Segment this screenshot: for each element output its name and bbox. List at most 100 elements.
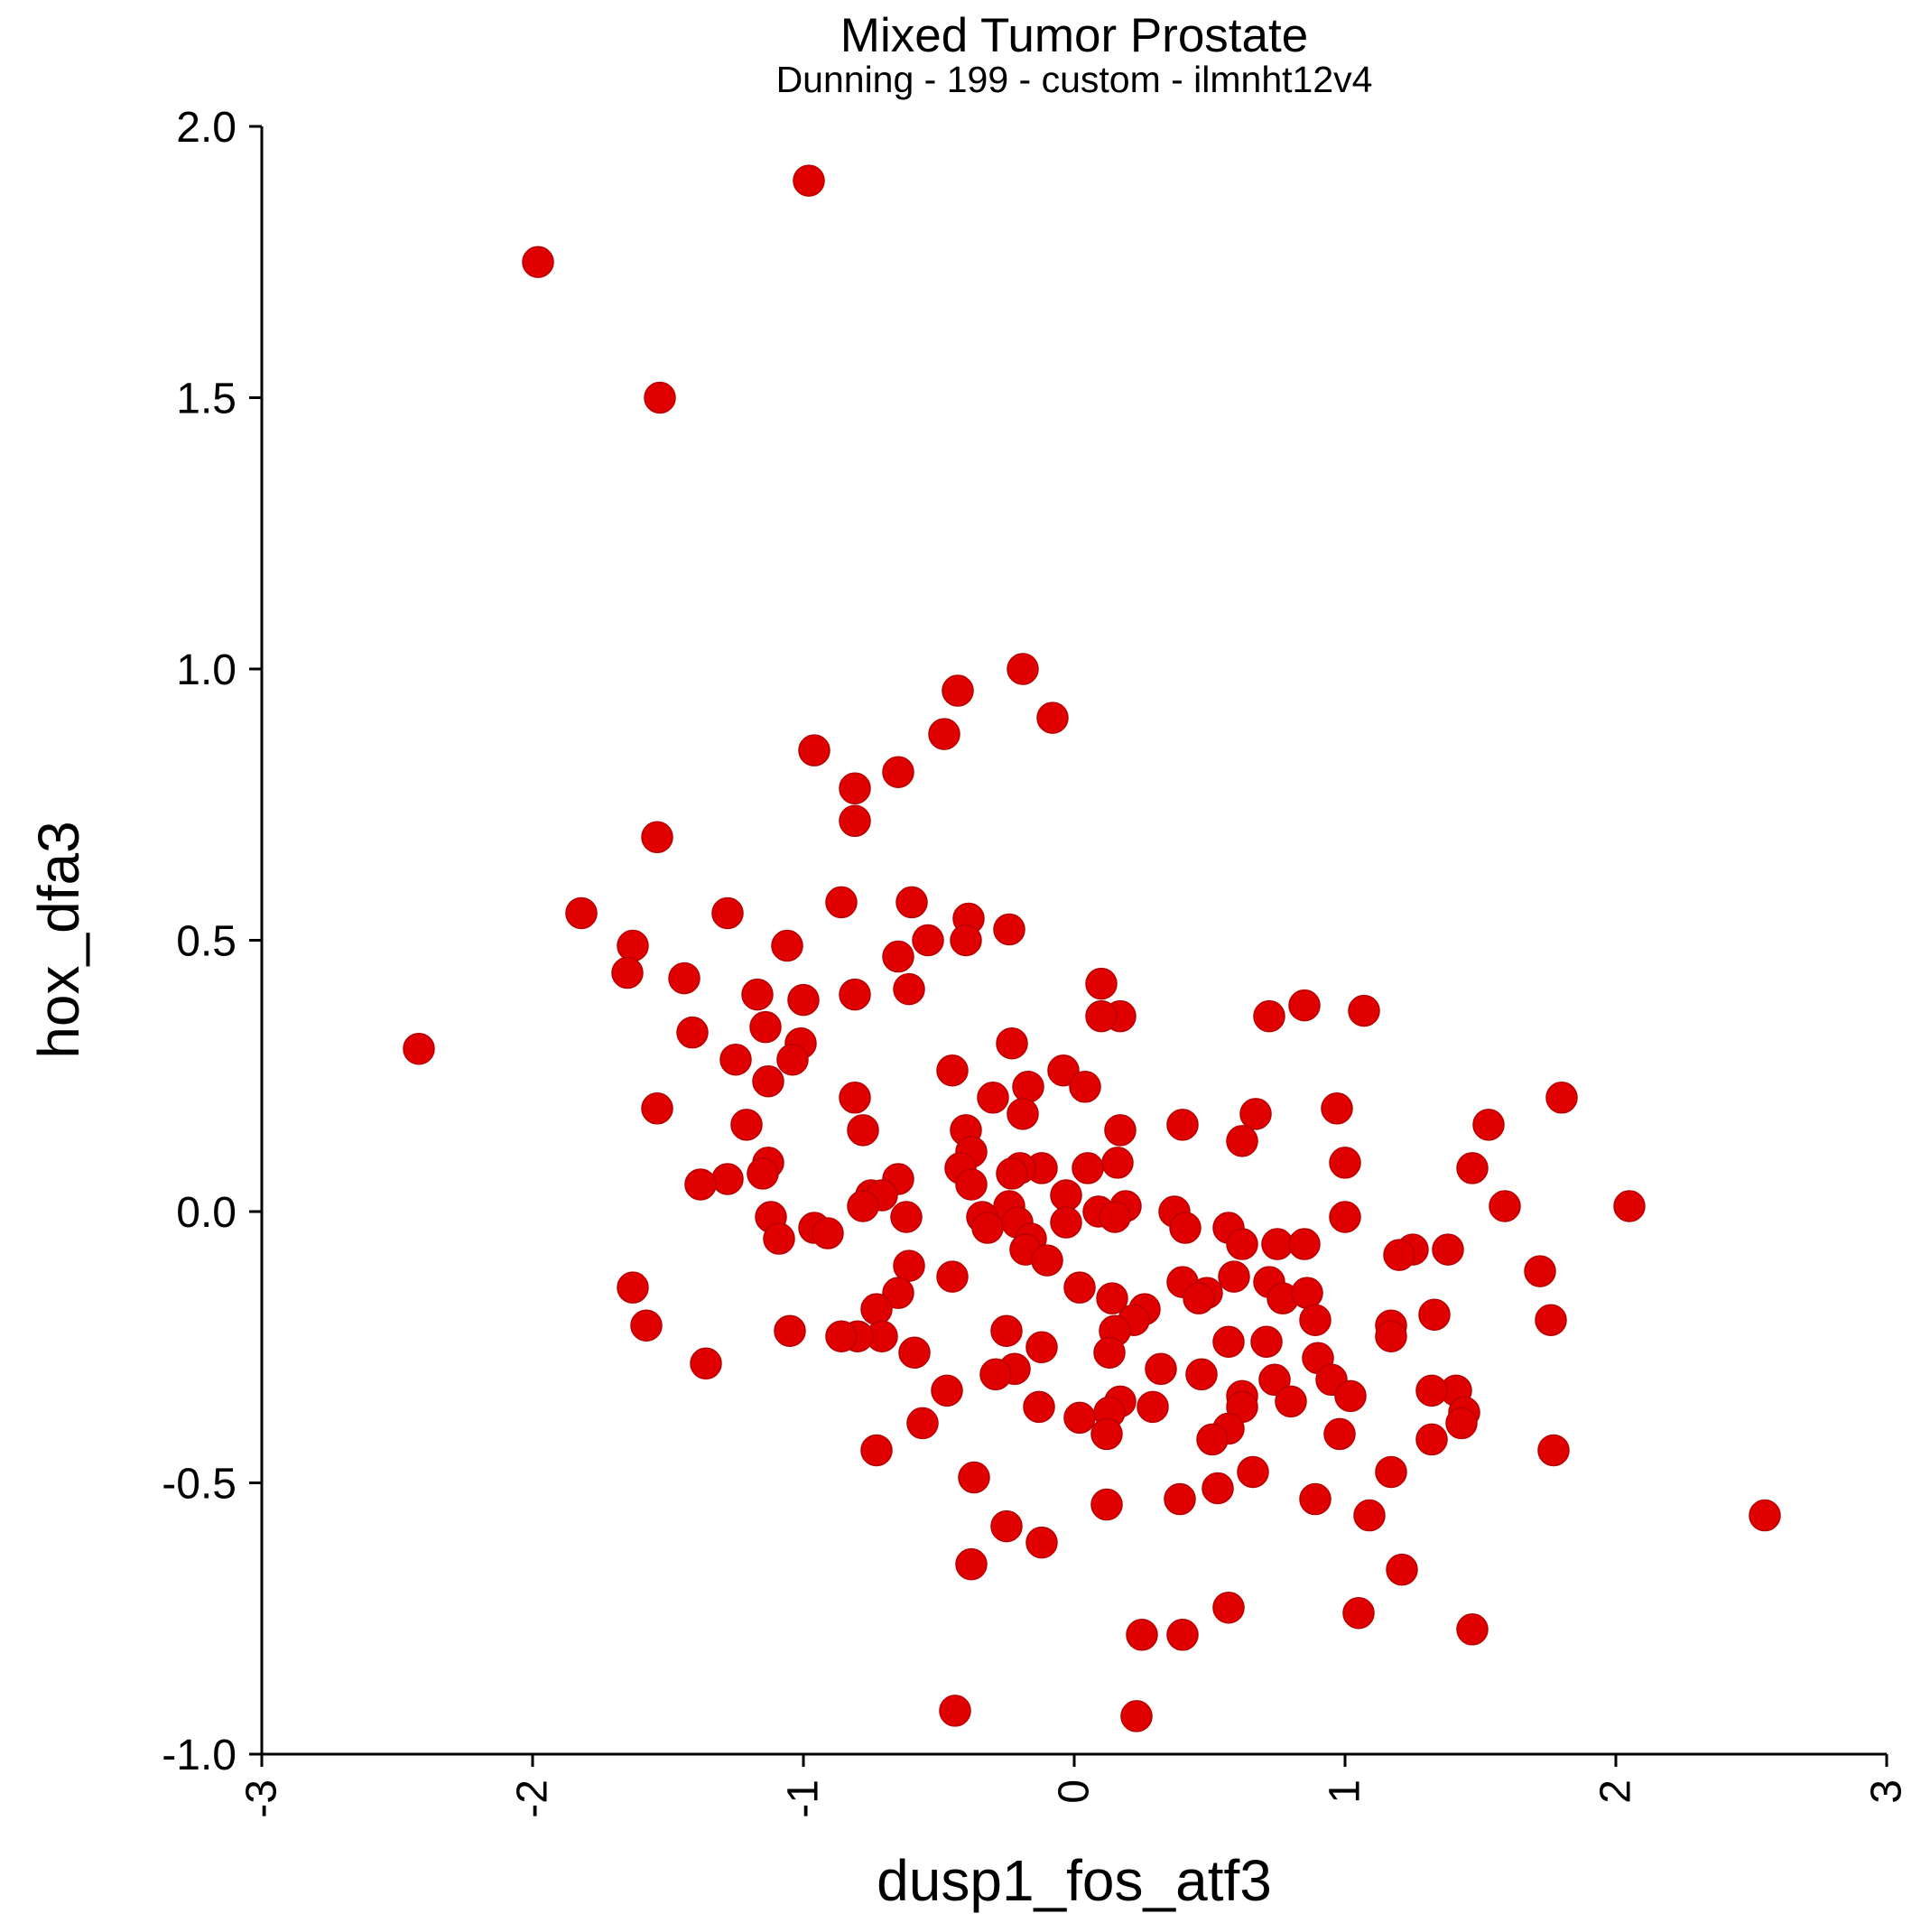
data-point: [860, 1293, 893, 1325]
data-point: [1415, 1423, 1448, 1456]
data-point: [711, 896, 744, 930]
data-point: [1383, 1239, 1415, 1271]
data-point: [977, 1082, 1009, 1114]
data-point: [990, 1509, 1023, 1543]
data-point: [1212, 1591, 1245, 1624]
data-point: [958, 1461, 990, 1494]
data-point: [1329, 1147, 1361, 1179]
data-point: [1299, 1482, 1332, 1516]
data-point: [1613, 1190, 1646, 1222]
data-point: [565, 896, 598, 930]
data-point: [1258, 1363, 1291, 1397]
x-tick-label: -3: [238, 1779, 286, 1818]
data-point: [1456, 1613, 1489, 1646]
data-point: [798, 734, 830, 766]
data-point: [1545, 1082, 1578, 1114]
data-point: [936, 1260, 969, 1293]
y-tick-label: -0.5: [162, 1461, 237, 1509]
data-point: [839, 772, 871, 804]
data-points: [403, 164, 1781, 1732]
data-point: [912, 924, 944, 957]
data-point: [1334, 1379, 1367, 1413]
y-tick-label: 0.0: [176, 1189, 237, 1237]
data-point: [617, 929, 649, 962]
data-point: [936, 1054, 969, 1087]
data-point: [1031, 1244, 1063, 1277]
data-point: [1321, 1092, 1353, 1125]
data-point: [971, 1212, 1004, 1244]
data-point: [955, 1168, 988, 1201]
y-tick-label: -1.0: [162, 1732, 237, 1779]
data-point: [890, 1201, 923, 1233]
data-point: [825, 1320, 858, 1352]
y-tick-label: 0.5: [176, 918, 237, 966]
data-point: [1226, 1125, 1258, 1157]
data-point: [1166, 1109, 1199, 1141]
data-point: [1063, 1271, 1096, 1304]
data-point: [403, 1032, 435, 1065]
x-tick-label: -2: [509, 1779, 557, 1818]
data-point: [793, 164, 825, 197]
data-point: [882, 756, 914, 788]
data-point: [1415, 1374, 1448, 1407]
data-point: [749, 1010, 782, 1044]
data-point: [763, 1222, 795, 1255]
data-point: [1050, 1206, 1082, 1239]
data-point: [1375, 1455, 1407, 1489]
data-point: [993, 913, 1025, 946]
data-point: [895, 886, 928, 919]
data-point: [1063, 1401, 1096, 1435]
data-point: [1537, 1434, 1570, 1467]
data-point: [1164, 1482, 1196, 1516]
data-point: [1386, 1553, 1418, 1586]
data-point: [630, 1309, 663, 1342]
data-point: [1237, 1455, 1269, 1489]
data-point: [942, 674, 974, 707]
data-point: [1101, 1147, 1134, 1179]
data-point: [1323, 1417, 1356, 1451]
data-point: [690, 1347, 722, 1380]
data-point: [1047, 1054, 1080, 1087]
data-point: [617, 1271, 649, 1304]
data-point: [719, 1043, 752, 1076]
data-point: [730, 1109, 763, 1141]
data-point: [839, 804, 871, 838]
data-point: [522, 246, 554, 278]
data-point: [1093, 1336, 1126, 1370]
data-point: [839, 1082, 871, 1114]
data-point: [898, 1336, 931, 1370]
data-point: [1342, 1596, 1375, 1630]
data-point: [1036, 701, 1069, 734]
x-tick-label: 2: [1592, 1779, 1640, 1804]
chart-title: Mixed Tumor Prostate: [840, 9, 1308, 62]
data-point: [676, 1016, 709, 1049]
data-point: [882, 940, 914, 973]
data-point: [1253, 999, 1285, 1033]
y-tick-label: 1.5: [176, 376, 237, 423]
y-tick-label: 1.0: [176, 646, 237, 694]
data-point: [1250, 1325, 1283, 1358]
data-point: [1418, 1298, 1451, 1331]
data-point: [1183, 1282, 1215, 1314]
data-point: [1299, 1304, 1332, 1336]
data-point: [939, 1695, 971, 1727]
data-point: [906, 1407, 939, 1440]
data-point: [1432, 1233, 1464, 1266]
data-point: [1329, 1201, 1361, 1233]
data-point: [928, 718, 960, 750]
data-point: [1012, 1071, 1044, 1103]
data-point: [684, 1168, 717, 1201]
data-point: [1169, 1212, 1202, 1244]
data-point: [931, 1374, 963, 1407]
x-axis-label: dusp1_fos_atf3: [877, 1848, 1272, 1913]
data-point: [996, 1157, 1028, 1190]
data-point: [1069, 1071, 1101, 1103]
data-point: [847, 1114, 879, 1147]
data-point: [1445, 1407, 1478, 1440]
data-point: [1261, 1228, 1294, 1260]
data-point: [1202, 1472, 1234, 1505]
data-point: [1137, 1390, 1169, 1424]
x-tick-label: 0: [1051, 1779, 1099, 1804]
data-point: [839, 978, 871, 1011]
data-point: [611, 956, 644, 989]
